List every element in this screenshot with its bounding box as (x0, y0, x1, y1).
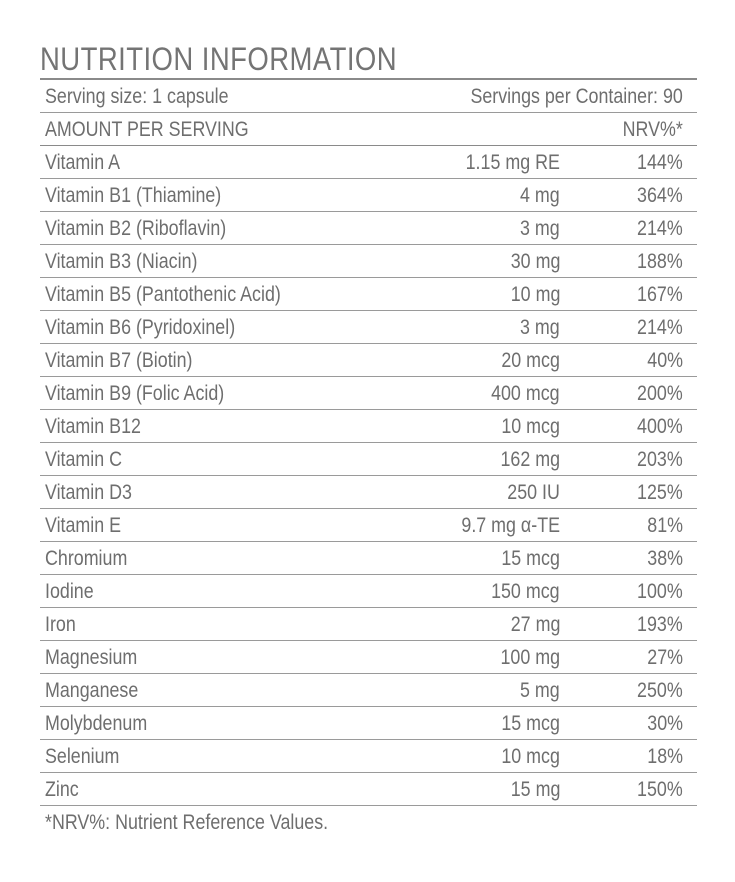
nutrition-panel: NUTRITION INFORMATION Serving size: 1 ca… (40, 40, 697, 840)
table-row: Vitamin B5 (Pantothenic Acid) 10 mg 167% (40, 278, 697, 311)
nutrient-amount: 30 mg (510, 250, 560, 273)
servings-per-container: Servings per Container: 90 (470, 85, 683, 108)
table-row: Vitamin B1 (Thiamine) 4 mg 364% (40, 179, 697, 212)
amount-per-serving-header: AMOUNT PER SERVING (45, 118, 249, 141)
nutrient-amount: 9.7 mg α-TE (461, 514, 560, 537)
nutrient-amount: 150 mcg (491, 580, 560, 603)
nutrient-nrv: 144% (637, 151, 683, 174)
nutrient-name: Manganese (45, 679, 139, 702)
nutrient-nrv: 188% (637, 250, 683, 273)
serving-size: Serving size: 1 capsule (45, 85, 229, 108)
nutrient-name: Vitamin B6 (Pyridoxinel) (45, 316, 236, 339)
nutrient-nrv: 400% (637, 415, 683, 438)
nutrient-name: Iron (45, 613, 76, 636)
nutrient-amount: 15 mcg (501, 712, 560, 735)
nutrient-amount: 1.15 mg RE (465, 151, 560, 174)
nutrient-amount: 400 mcg (491, 382, 560, 405)
table-row: Iodine 150 mcg 100% (40, 575, 697, 608)
nutrient-name: Vitamin B12 (45, 415, 141, 438)
nutrient-nrv: 27% (647, 646, 683, 669)
nutrient-nrv: 30% (647, 712, 683, 735)
nutrient-amount: 3 mg (520, 217, 560, 240)
nutrient-nrv: 40% (647, 349, 683, 372)
nutrient-name: Magnesium (45, 646, 138, 669)
table-row: Vitamin B9 (Folic Acid) 400 mcg 200% (40, 377, 697, 410)
nutrient-amount: 250 IU (507, 481, 560, 504)
nutrient-amount: 15 mcg (501, 547, 560, 570)
nutrient-name: Iodine (45, 580, 94, 603)
footnote: *NRV%: Nutrient Reference Values. (40, 806, 697, 840)
nutrient-name: Chromium (45, 547, 128, 570)
panel-title: NUTRITION INFORMATION (40, 41, 398, 77)
nutrient-name: Vitamin B2 (Riboflavin) (45, 217, 227, 240)
nutrient-nrv: 193% (637, 613, 683, 636)
nutrient-amount: 10 mg (510, 283, 560, 306)
table-row: Chromium 15 mcg 38% (40, 542, 697, 575)
nutrient-name: Vitamin A (45, 151, 121, 174)
table-row: Vitamin D3 250 IU 125% (40, 476, 697, 509)
nutrient-name: Vitamin C (45, 448, 123, 471)
nutrient-nrv: 150% (637, 778, 683, 801)
nutrient-name: Vitamin B5 (Pantothenic Acid) (45, 283, 281, 306)
table-row: Selenium 10 mcg 18% (40, 740, 697, 773)
nutrient-amount: 100 mg (500, 646, 560, 669)
table-row: Vitamin B7 (Biotin) 20 mcg 40% (40, 344, 697, 377)
nutrient-amount: 5 mg (520, 679, 560, 702)
nutrient-amount: 10 mcg (501, 745, 560, 768)
nutrient-nrv: 364% (637, 184, 683, 207)
table-row: Vitamin B6 (Pyridoxinel) 3 mg 214% (40, 311, 697, 344)
nutrient-amount: 27 mg (510, 613, 560, 636)
table-row: Vitamin C 162 mg 203% (40, 443, 697, 476)
nutrient-nrv: 125% (637, 481, 683, 504)
nutrient-name: Vitamin B3 (Niacin) (45, 250, 198, 273)
column-header-row: AMOUNT PER SERVING NRV%* (40, 113, 697, 146)
nutrient-nrv: 214% (637, 217, 683, 240)
nutrient-nrv: 203% (637, 448, 683, 471)
nutrient-name: Vitamin B9 (Folic Acid) (45, 382, 225, 405)
nutrient-name: Selenium (45, 745, 120, 768)
nutrient-amount: 4 mg (520, 184, 560, 207)
table-row: Vitamin A 1.15 mg RE 144% (40, 146, 697, 179)
title-bar: NUTRITION INFORMATION (40, 40, 697, 80)
nutrient-amount: 15 mg (510, 778, 560, 801)
table-row: Molybdenum 15 mcg 30% (40, 707, 697, 740)
nutrient-nrv: 38% (647, 547, 683, 570)
nutrient-name: Vitamin B7 (Biotin) (45, 349, 193, 372)
nutrient-name: Molybdenum (45, 712, 148, 735)
nutrient-amount: 20 mcg (501, 349, 560, 372)
nutrient-nrv: 167% (637, 283, 683, 306)
table-row: Vitamin B2 (Riboflavin) 3 mg 214% (40, 212, 697, 245)
nutrient-amount: 10 mcg (501, 415, 560, 438)
table-row: Vitamin B3 (Niacin) 30 mg 188% (40, 245, 697, 278)
nutrient-nrv: 18% (647, 745, 683, 768)
nutrient-name: Vitamin E (45, 514, 122, 537)
table-row: Iron 27 mg 193% (40, 608, 697, 641)
nutrient-nrv: 250% (637, 679, 683, 702)
nutrient-name: Zinc (45, 778, 79, 801)
nutrient-name: Vitamin B1 (Thiamine) (45, 184, 222, 207)
nutrient-amount: 3 mg (520, 316, 560, 339)
table-row: Vitamin E 9.7 mg α-TE 81% (40, 509, 697, 542)
nutrient-amount: 162 mg (500, 448, 560, 471)
serving-row: Serving size: 1 capsule Servings per Con… (40, 80, 697, 113)
nrv-header: NRV%* (622, 118, 683, 141)
table-row: Magnesium 100 mg 27% (40, 641, 697, 674)
table-row: Zinc 15 mg 150% (40, 773, 697, 806)
nutrient-name: Vitamin D3 (45, 481, 132, 504)
table-row: Vitamin B12 10 mcg 400% (40, 410, 697, 443)
nutrient-nrv: 81% (647, 514, 683, 537)
nutrient-table: Vitamin A 1.15 mg RE 144% Vitamin B1 (Thiam… (40, 146, 697, 806)
table-row: Manganese 5 mg 250% (40, 674, 697, 707)
nutrient-nrv: 200% (637, 382, 683, 405)
nutrient-nrv: 214% (637, 316, 683, 339)
footnote-text: *NRV%: Nutrient Reference Values. (45, 811, 329, 834)
nutrient-nrv: 100% (637, 580, 683, 603)
